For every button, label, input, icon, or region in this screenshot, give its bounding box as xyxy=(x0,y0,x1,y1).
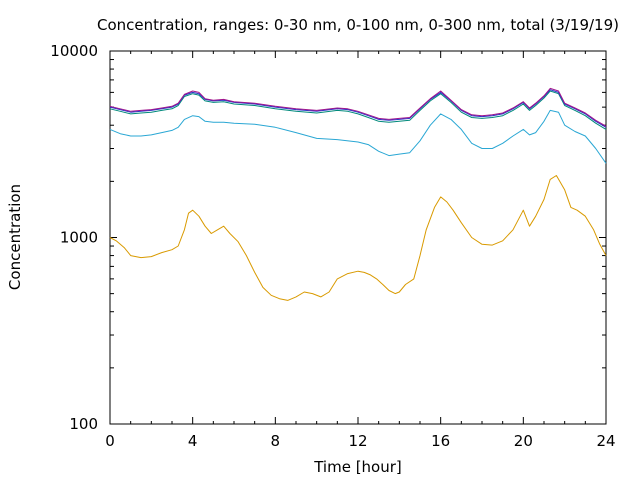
y-axis-label: Concentration xyxy=(6,184,24,290)
x-tick-label: 20 xyxy=(514,432,533,450)
series-line-5 xyxy=(109,87,607,127)
x-tick-label: 0 xyxy=(105,432,115,450)
x-tick-label: 16 xyxy=(431,432,450,450)
y-tick-label: 10000 xyxy=(50,42,98,60)
chart-title: Concentration, ranges: 0-30 nm, 0-100 nm… xyxy=(97,16,619,34)
x-axis-label: Time [hour] xyxy=(313,458,402,476)
ticks-layer: 0 4 8 12 16 20 24 100 1000 10000 xyxy=(50,42,615,450)
series-line-1 xyxy=(109,175,607,301)
x-tick-label: 4 xyxy=(188,432,198,450)
y-tick-label: 1000 xyxy=(60,229,98,247)
y-tick-label: 100 xyxy=(69,415,98,433)
x-tick-label: 24 xyxy=(596,432,615,450)
series-layer xyxy=(109,87,607,301)
series-line-2 xyxy=(109,109,607,164)
series-line-3 xyxy=(109,90,607,130)
x-tick-label: 8 xyxy=(271,432,281,450)
x-tick-label: 12 xyxy=(348,432,367,450)
